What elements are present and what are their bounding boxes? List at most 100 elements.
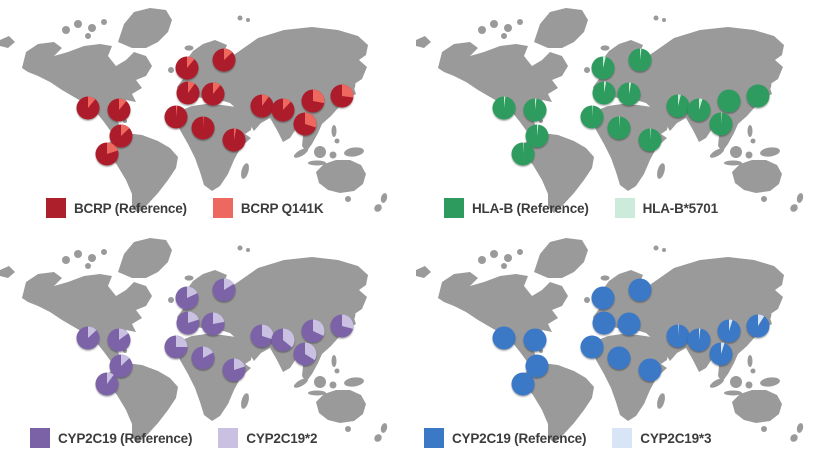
pie-cyp2c19-3-europe-south [617,312,641,336]
pie-bcrp-south-asia-east [271,98,295,122]
pie-slice-variant [234,358,245,370]
pie-slice-variant [188,311,199,323]
pie-hlab-north-america-west [492,96,516,120]
pie-layer-cyp2c19-star2 [76,278,354,396]
pie-hlab-south-asia-west [666,94,690,118]
pie-slice-variant [729,319,733,331]
pie-bcrp-east-asia-japan [330,84,354,108]
pie-cyp2c19-3-east-asia-china [717,319,741,343]
pie-slice-variant [203,346,214,358]
pie-slice-variant [758,314,765,326]
pie-slice-variant [523,142,524,154]
pie-slice-variant [213,82,221,94]
pie-bcrp-south-america-west [95,142,119,166]
pie-slice-variant [721,112,722,124]
pie-bcrp-southeast-asia [293,112,317,136]
pie-cyp2c19-3-africa-east [638,358,662,382]
pie-cyp2c19-3-africa-west [580,335,604,359]
pie-bcrp-east-asia-china [301,89,325,113]
pie-slice-variant [262,94,269,106]
pie-cyp2c19-3-south-america-west [511,372,535,396]
pie-cyp2c19-2-europe-southwest [176,311,200,335]
panel-cyp2c19-star2: CYP2C19 (Reference) CYP2C19*2 [0,230,416,460]
pie-cyp2c19-3-north-america-east [523,328,547,352]
world-map-cyp2c19-star2 [0,238,389,444]
pie-slice-variant [213,312,225,324]
pie-bcrp-europe-south [201,82,225,106]
pie-slice-variant [107,142,118,154]
pie-slice-variant [262,324,274,340]
world-map-cyp2c19-star3 [416,238,805,444]
pie-bcrp-europe-southwest [176,81,200,105]
pie-slice-variant [176,105,178,117]
pie-hlab-africa-east [638,128,662,152]
pie-bcrp-europe-northeast [212,48,236,72]
pie-slice-variant [119,98,127,110]
pie-cyp2c19-3-south-asia-west [666,324,690,348]
legend-label-cyp2c19-star3-reference: CYP2C19 (Reference) [452,430,587,446]
panel-bcrp: BCRP (Reference) BCRP Q141K [0,0,416,230]
pie-slice-variant [640,48,642,60]
pie-hlab-south-america-north [525,124,549,148]
pie-slice-variant [342,314,354,329]
legend-swatch-hlab-variant [614,198,635,218]
pie-layer-cyp2c19-star3 [492,278,770,396]
legend-swatch-cyp2c19-star2-variant [218,428,239,448]
pie-hlab-east-asia-china [717,89,741,113]
pie-slice-variant [678,324,679,336]
pie-slice-variant [187,56,195,68]
pie-cyp2c19-2-africa-central [191,346,215,370]
pie-cyp2c19-3-europe-southwest [592,311,616,335]
legend-label-cyp2c19-star2-reference: CYP2C19 (Reference) [58,430,193,446]
legend-label-bcrp-variant: BCRP Q141K [240,200,324,216]
legend-swatch-bcrp-reference [46,198,66,218]
pie-cyp2c19-3-europe-northeast [628,278,652,302]
world-map-bcrp [0,8,389,214]
pie-slice-variant [650,128,651,140]
pie-slice-variant [176,335,188,347]
pie-cyp2c19-2-europe-south [201,312,225,336]
pie-bcrp-africa-east [222,128,246,152]
pie-cyp2c19-2-south-america-north [109,354,133,378]
pie-cyp2c19-3-east-asia-japan [746,314,770,338]
pie-slice-variant [699,98,703,110]
legend-label-hlab-variant: HLA-B*5701 [642,200,718,216]
pie-slice-variant [203,116,204,128]
pie-slice-variant [305,112,317,128]
legend-swatch-bcrp-variant [212,198,233,218]
world-landmass [416,238,805,444]
pie-cyp2c19-2-east-asia-china [301,319,325,343]
pie-cyp2c19-2-north-america-east [107,328,131,352]
pie-bcrp-south-america-north [109,124,133,148]
legend-label-hlab-reference: HLA-B (Reference) [472,200,589,216]
pie-slice-variant [119,328,129,340]
pie-cyp2c19-3-africa-central [607,346,631,370]
legend-swatch-cyp2c19-star2-reference [30,428,50,448]
pie-slice-variant [224,278,234,290]
legend-swatch-cyp2c19-star3-variant [612,428,633,448]
legend-hlab: HLA-B (Reference) HLA-B*5701 [444,197,718,219]
pie-layer-bcrp [76,48,354,166]
pie-slice-variant [604,81,607,93]
pie-slice-variant [107,372,114,384]
panel-cyp2c19-star3: CYP2C19 (Reference) CYP2C19*3 [416,230,832,460]
pie-slice-variant [603,56,606,68]
pie-bcrp-europe-northwest [175,56,199,80]
pie-cyp2c19-2-south-asia-west [250,324,274,348]
pie-bcrp-south-asia-west [250,94,274,118]
pie-cyp2c19-2-europe-northeast [212,278,236,302]
pie-bcrp-africa-central [191,116,215,140]
pie-hlab-south-asia-east [687,98,711,122]
pie-slice-variant [721,342,725,354]
pie-slice-variant [537,124,539,136]
pie-slice-variant [313,319,325,336]
pie-bcrp-north-america-west [76,96,100,120]
pie-slice-variant [234,128,237,140]
pie-slice-variant [504,96,506,108]
panel-hlab: HLA-B (Reference) HLA-B*5701 [416,0,832,230]
pie-slice-variant [88,326,97,338]
pie-hlab-europe-south [617,82,641,106]
pie-hlab-europe-northwest [591,56,615,80]
pie-slice-variant [88,96,96,108]
